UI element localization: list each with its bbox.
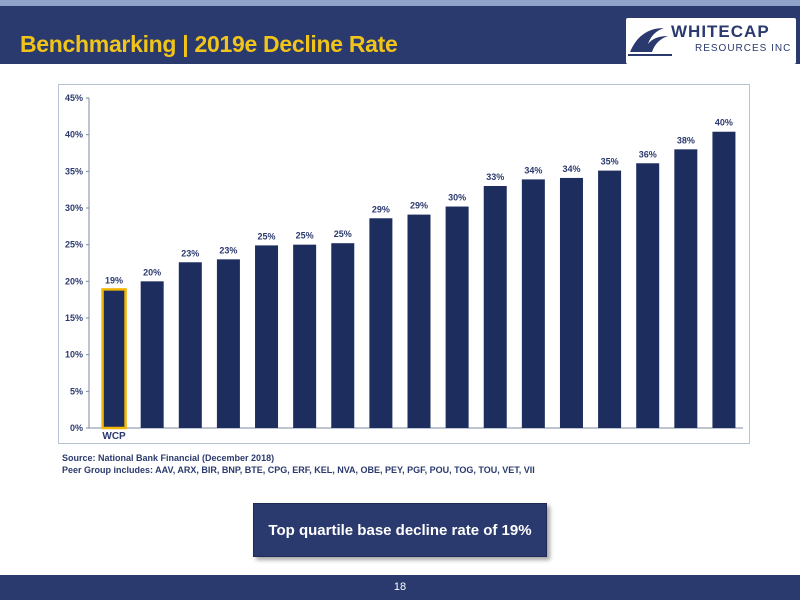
bar-value-label: 23% (219, 245, 237, 255)
bar-6 (293, 244, 317, 428)
y-tick-label: 0% (70, 423, 83, 433)
bar-value-label: 25% (334, 229, 352, 239)
bar-value-label: 19% (105, 275, 123, 285)
bar-value-label: 38% (677, 135, 695, 145)
logo-subtitle: RESOURCES INC (695, 43, 792, 54)
y-tick-label: 40% (65, 130, 83, 140)
bar-5 (255, 245, 279, 428)
bar-4 (216, 259, 240, 428)
bar-value-label: 35% (601, 157, 619, 167)
bar-2 (140, 281, 164, 428)
bar-11 (483, 186, 507, 428)
bar-value-label: 36% (639, 149, 657, 159)
top-stripe (0, 0, 800, 6)
bar-value-label: 20% (143, 267, 161, 277)
callout-text: Top quartile base decline rate of 19% (268, 521, 532, 539)
bar-16 (674, 149, 698, 428)
bar-13 (559, 177, 583, 428)
y-tick-label: 25% (65, 240, 83, 250)
bar-8 (369, 218, 393, 428)
chart-frame: 0% 5% 10% 15% 20% 25% 30% 35% 40% 45% 19% WCP 20% 23%… (58, 84, 750, 444)
bar-12 (521, 179, 545, 428)
bar-value-label: 33% (486, 172, 504, 182)
decline-rate-bar-chart: 0% 5% 10% 15% 20% 25% 30% 35% 40% 45% 19% WCP 20% 23%… (65, 93, 743, 442)
bar-value-label: 34% (562, 164, 580, 174)
y-tick-label: 10% (65, 350, 83, 360)
company-logo: WHITECAP RESOURCES INC (626, 18, 796, 64)
wave-logo-icon (628, 28, 672, 56)
bar-15 (636, 163, 660, 428)
source-notes: Source: National Bank Financial (Decembe… (62, 452, 535, 476)
bar-3 (178, 262, 202, 428)
bar-9 (407, 214, 431, 428)
bar-14 (598, 170, 622, 428)
footer-bar: 18 (0, 575, 800, 600)
bar-value-label: 40% (715, 118, 733, 128)
x-category-label: WCP (102, 431, 126, 442)
page-title: Benchmarking | 2019e Decline Rate (20, 31, 398, 57)
y-tick-label: 20% (65, 276, 83, 286)
bar-value-label: 29% (372, 204, 390, 214)
bar-value-label: 25% (258, 231, 276, 241)
bar-10 (445, 206, 469, 428)
bar-17 (712, 131, 736, 428)
y-tick-label: 45% (65, 93, 83, 103)
bar-value-label: 34% (524, 165, 542, 175)
page-number: 18 (393, 581, 407, 593)
bar-value-label: 30% (448, 193, 466, 203)
bar-value-label: 29% (410, 201, 428, 211)
callout-box: Top quartile base decline rate of 19% (253, 503, 547, 557)
bar-value-label: 23% (181, 248, 199, 258)
y-tick-label: 30% (65, 203, 83, 213)
bar-value-label: 25% (296, 231, 314, 241)
bar-7 (331, 243, 355, 428)
y-tick-label: 35% (65, 166, 83, 176)
bar-1 (101, 288, 127, 430)
peer-group-line: Peer Group includes: AAV, ARX, BIR, BNP,… (62, 465, 535, 475)
y-tick-label: 5% (70, 386, 83, 396)
logo-name: WHITECAP (671, 22, 770, 41)
y-tick-label: 15% (65, 313, 83, 323)
header-bar: Benchmarking | 2019e Decline Rate WHITEC… (0, 6, 800, 64)
source-line: Source: National Bank Financial (Decembe… (62, 453, 275, 463)
